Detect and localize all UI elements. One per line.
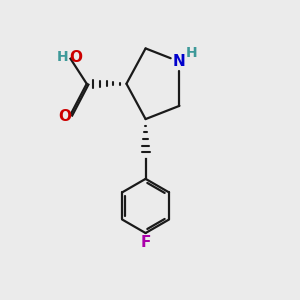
Text: O: O [59, 109, 72, 124]
Text: N: N [173, 54, 186, 69]
Text: H: H [186, 46, 198, 60]
Text: H: H [56, 50, 68, 64]
Text: O: O [69, 50, 82, 65]
Text: F: F [140, 235, 151, 250]
